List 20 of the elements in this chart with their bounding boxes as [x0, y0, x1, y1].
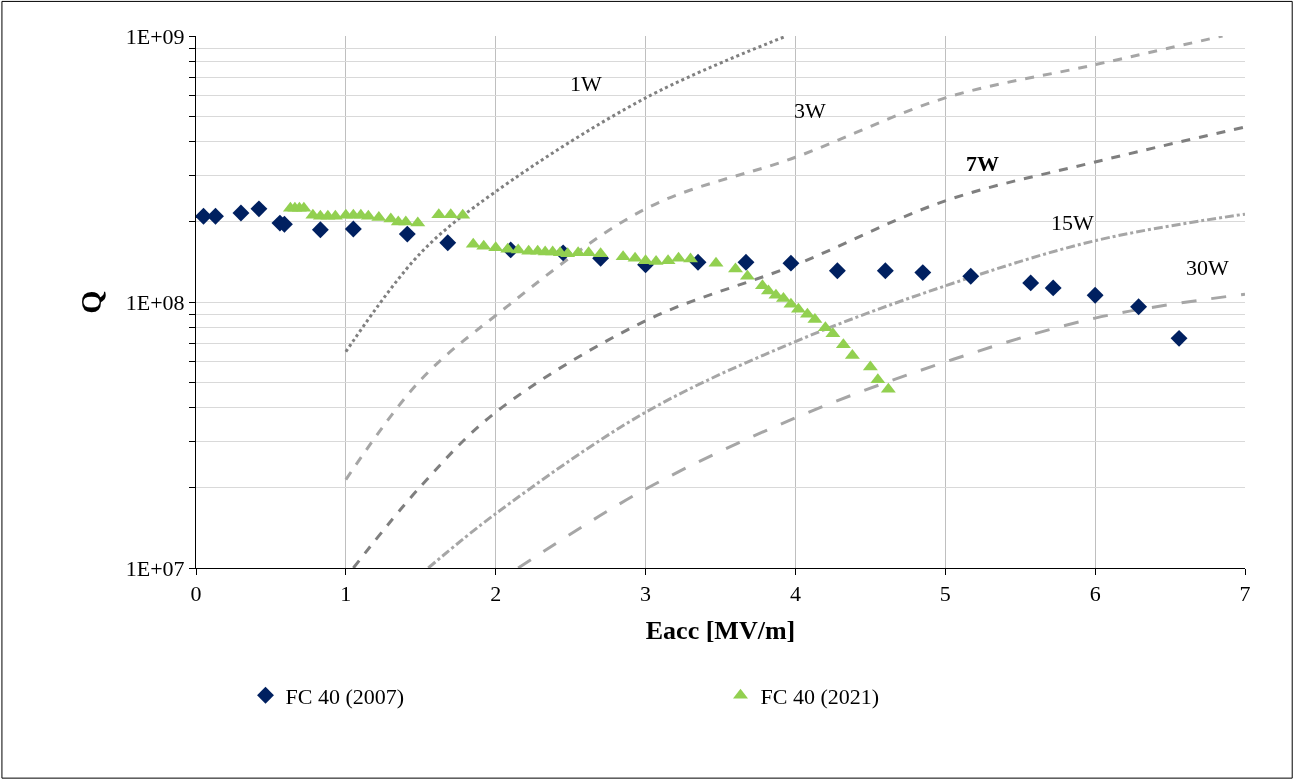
y-tick-label: 1E+08 [125, 289, 185, 315]
series-label: 7W [966, 151, 999, 176]
x-tick-label: 1 [340, 581, 352, 607]
x-tick-label: 3 [640, 581, 652, 607]
series-label: 15W [1051, 210, 1094, 235]
y-tick-label: 1E+09 [125, 23, 185, 49]
x-axis-title: Eacc [MV/m] [645, 616, 796, 646]
y-tick-label: 1E+07 [125, 555, 185, 581]
series-label: 1W [570, 71, 602, 96]
x-tick-label: 5 [939, 581, 951, 607]
series-label: 30W [1186, 255, 1229, 280]
x-tick-label: 0 [190, 581, 202, 607]
y-axis-title: Q [73, 290, 107, 314]
x-tick-label: 2 [490, 581, 502, 607]
x-tick-label: 4 [789, 581, 801, 607]
x-tick-label: 7 [1239, 581, 1251, 607]
series-label: 3W [794, 98, 826, 123]
legend-label: FC 40 (2007) [285, 683, 405, 709]
legend-label: FC 40 (2021) [760, 683, 880, 709]
x-tick-label: 6 [1089, 581, 1101, 607]
